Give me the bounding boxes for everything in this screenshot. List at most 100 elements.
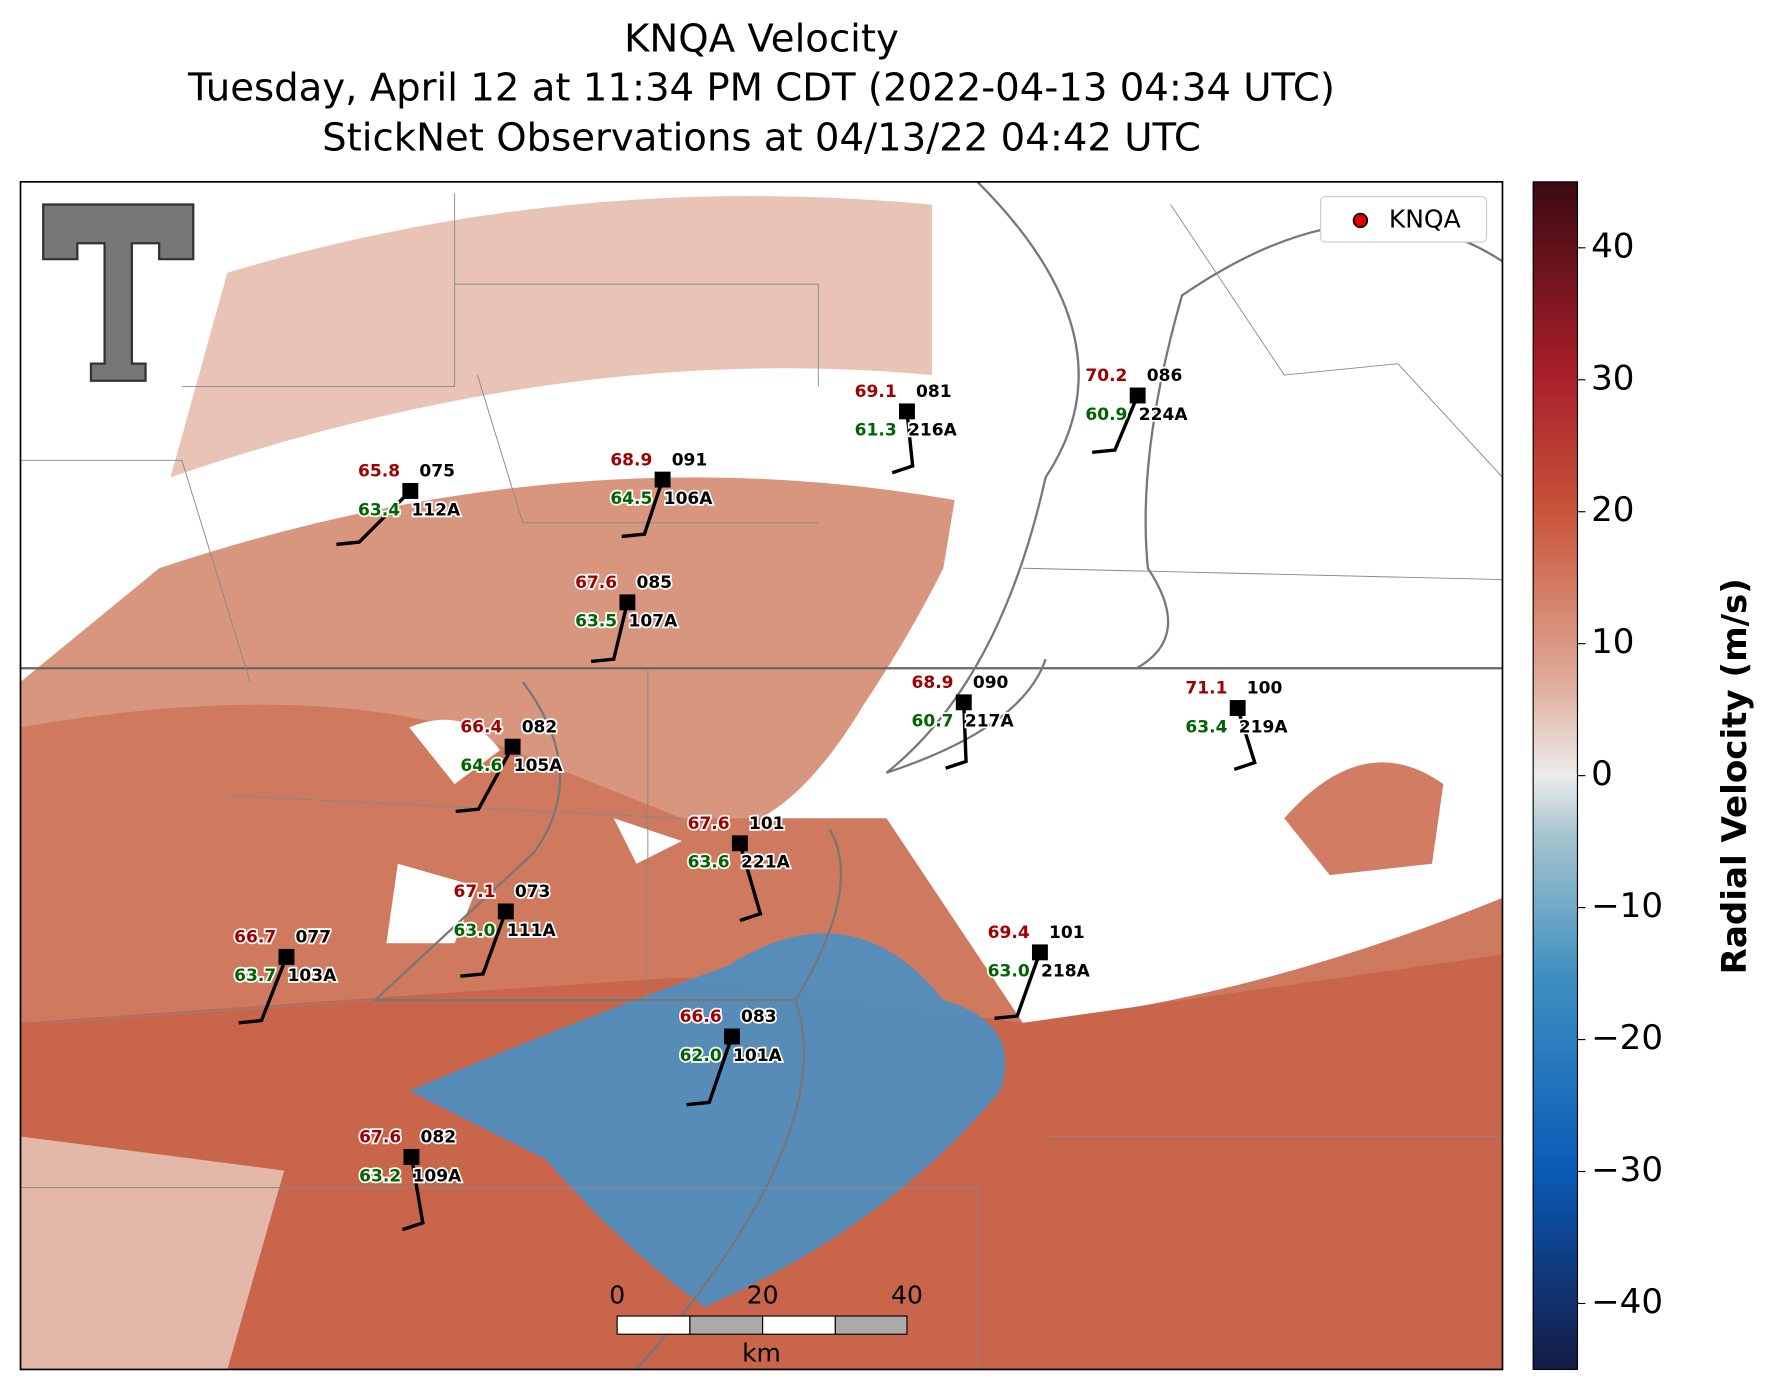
station-id: 107A <box>629 612 679 632</box>
dewpoint: 63.6 <box>688 853 730 873</box>
station-marker <box>899 403 915 420</box>
wind-barb <box>686 1035 734 1107</box>
colorbar-tick-label: −10 <box>1591 886 1663 926</box>
wind-barb <box>1092 394 1140 455</box>
wind-barb <box>455 745 515 814</box>
wind-barb <box>590 601 630 664</box>
colorbar-tick-label: 10 <box>1591 622 1634 662</box>
wind-direction: 101 <box>749 814 785 834</box>
wind-direction: 086 <box>1147 366 1183 386</box>
station-marker <box>1129 387 1146 404</box>
station-marker <box>619 594 636 611</box>
title: StickNet Observations at 04/13/22 04:42 … <box>322 115 1201 160</box>
temperature: 66.7 <box>234 928 276 948</box>
temperature: 68.9 <box>610 450 652 470</box>
dewpoint: 63.5 <box>575 612 617 632</box>
colorbar <box>1532 181 1579 1371</box>
colorbar-label: Radial Velocity (m/s) <box>1715 578 1755 974</box>
scale-label: 0 <box>609 1281 625 1310</box>
colorbar-tick-label: 0 <box>1591 754 1613 794</box>
station-marker <box>1229 700 1246 716</box>
wind-direction: 082 <box>522 717 558 737</box>
wind-barb <box>336 489 412 547</box>
station-id: 218A <box>1041 962 1091 982</box>
temperature: 69.4 <box>988 923 1030 943</box>
legend-label: KNQA <box>1389 204 1461 233</box>
temperature: 67.6 <box>359 1128 401 1148</box>
scale-unit: km <box>742 1339 781 1368</box>
wind-direction: 075 <box>419 462 455 482</box>
dewpoint: 63.2 <box>359 1166 401 1186</box>
wind-barb <box>891 411 915 475</box>
dewpoint: 60.9 <box>1085 405 1127 425</box>
radar-map <box>20 181 1503 1370</box>
colorbar-tick-label: 20 <box>1591 490 1634 530</box>
temperature: 67.6 <box>575 573 617 593</box>
dewpoint: 63.4 <box>358 500 400 520</box>
station-id: 111A <box>507 921 557 941</box>
dewpoint: 64.6 <box>460 756 502 776</box>
dewpoint: 64.5 <box>610 489 652 509</box>
colorbar-tick-label: 40 <box>1591 226 1634 266</box>
scale-label: 20 <box>747 1281 779 1310</box>
legend <box>1320 196 1488 243</box>
station-id: 109A <box>413 1166 463 1186</box>
wind-direction: 085 <box>636 573 672 593</box>
temperature: 68.9 <box>912 673 954 693</box>
wind-direction: 090 <box>973 673 1009 693</box>
station-marker <box>504 738 521 755</box>
station-marker <box>955 694 972 711</box>
temperature: 66.4 <box>460 717 502 737</box>
wind-direction: 081 <box>916 382 952 402</box>
colorbar-tick-label: −30 <box>1591 1150 1663 1190</box>
station-marker <box>731 835 748 852</box>
temperature: 67.1 <box>454 882 496 902</box>
legend-marker <box>1352 212 1369 229</box>
wind-barb <box>738 842 763 923</box>
wind-direction: 100 <box>1247 679 1283 699</box>
dewpoint: 63.0 <box>454 921 496 941</box>
station-id: 106A <box>664 489 714 509</box>
scale-bar <box>616 1315 908 1335</box>
wind-direction: 091 <box>672 450 708 470</box>
dewpoint: 63.0 <box>988 962 1030 982</box>
station-id: 103A <box>288 966 338 986</box>
station-marker <box>654 471 671 488</box>
station-marker <box>402 483 419 499</box>
temperature: 66.6 <box>680 1007 722 1027</box>
station-id: 219A <box>1239 717 1289 737</box>
wind-direction: 077 <box>296 928 332 948</box>
station-id: 105A <box>514 756 564 776</box>
dewpoint: 60.7 <box>912 712 954 732</box>
station-marker <box>1031 944 1048 961</box>
wind-barb <box>621 479 665 539</box>
temperature: 69.1 <box>855 382 897 402</box>
station-id: 224A <box>1139 405 1189 425</box>
wind-barb <box>945 702 968 770</box>
colorbar-tick-label: 30 <box>1591 358 1634 398</box>
temperature: 65.8 <box>358 462 400 482</box>
temperature: 67.6 <box>688 814 730 834</box>
wind-barb <box>401 1156 425 1232</box>
wind-direction: 101 <box>1049 923 1085 943</box>
station-id: 101A <box>733 1046 783 1066</box>
station-id: 221A <box>741 853 791 873</box>
wind-barb <box>460 910 508 978</box>
wind-direction: 082 <box>421 1128 457 1148</box>
title: Tuesday, April 12 at 11:34 PM CDT (2022-… <box>187 65 1335 110</box>
station-id: 216A <box>908 421 958 441</box>
wind-barb <box>1233 707 1257 772</box>
station-marker <box>278 948 295 965</box>
wind-direction: 083 <box>741 1007 777 1027</box>
scale-label: 40 <box>891 1281 923 1310</box>
logo <box>42 203 195 382</box>
temperature: 70.2 <box>1085 366 1127 386</box>
wind-barb <box>238 956 289 1025</box>
station-marker <box>403 1148 420 1165</box>
dewpoint: 62.0 <box>680 1046 722 1066</box>
dewpoint: 63.7 <box>234 966 276 986</box>
station-id: 217A <box>965 712 1015 732</box>
wind-direction: 073 <box>515 882 551 902</box>
dewpoint: 63.4 <box>1185 717 1227 737</box>
